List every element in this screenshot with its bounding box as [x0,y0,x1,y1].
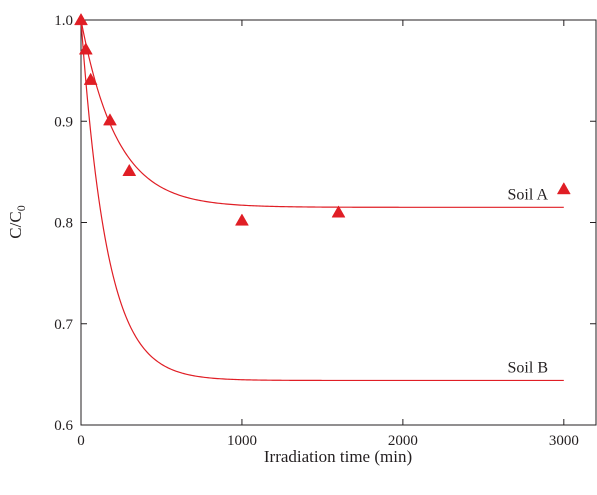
x-axis-label: Irradiation time (min) [264,447,412,466]
x-axis-ticks: 0 1000 2000 3000 [77,20,579,449]
y-tick-label: 1.0 [54,13,73,29]
annotation-label: Soil A [508,186,549,203]
data-point-triangle [78,42,93,55]
data-point-triangle [83,72,98,85]
y-axis-ticks: 0.6 0.7 0.8 0.9 1.0 [54,13,596,434]
y-tick-label: 0.7 [54,317,73,333]
series-annotations: Soil A Soil B [508,186,549,376]
data-point-triangle [74,12,88,26]
data-markers [74,12,571,226]
y-axis-label-main: C/C [6,211,25,238]
x-tick-label: 3000 [549,433,579,449]
x-tick-label: 1000 [227,433,257,449]
data-point-triangle [556,182,571,195]
y-tick-label: 0.9 [54,114,73,130]
x-tick-label: 0 [77,433,85,449]
y-axis-label-subscript: 0 [14,205,28,211]
y-axis-label: C/C0 [6,205,28,238]
fit-curves [80,19,564,382]
data-point-triangle [103,113,117,126]
data-point-triangle [235,213,249,226]
data-point-triangle [331,205,346,218]
y-tick-label: 0.6 [54,418,73,434]
data-point-triangle [122,163,137,176]
x-tick-label: 2000 [388,433,418,449]
fit-curve-series-1 [80,19,564,382]
fit-curve-series-0 [80,19,564,208]
annotation-label: Soil B [508,359,548,376]
y-tick-label: 0.8 [54,216,73,232]
